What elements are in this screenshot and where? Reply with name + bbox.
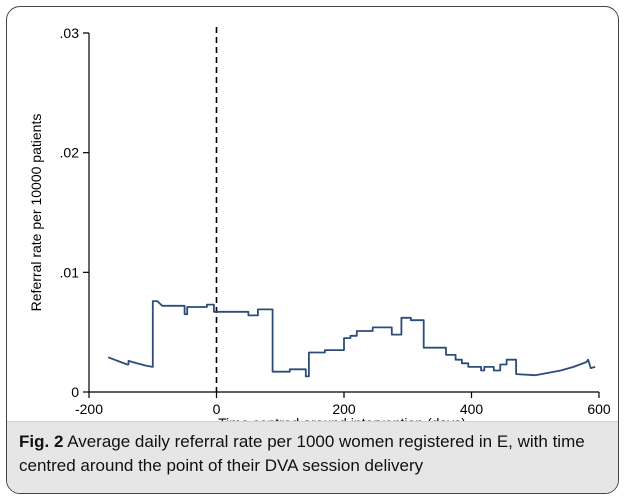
y-tick-label: .02 <box>60 145 80 161</box>
y-tick-label: .03 <box>60 25 80 41</box>
chart-marks <box>107 27 596 392</box>
x-tick-label: 600 <box>587 401 611 417</box>
x-tick-label: 200 <box>332 401 356 417</box>
figure-frame: 0.01.02.03 -200 0 200 400 600 Time centred aro… <box>6 6 619 494</box>
figure-caption: Fig. 2 Average daily referral rate per 1… <box>7 421 618 493</box>
x-tick-label: 0 <box>213 401 221 417</box>
caption-text: Average daily referral rate per 1000 wom… <box>19 432 585 475</box>
y-axis-title: Referral rate per 10000 patients <box>28 114 44 312</box>
y-tick-label: 0 <box>71 384 79 400</box>
series-line <box>107 300 596 378</box>
y-tick-label: .01 <box>60 264 80 280</box>
x-tick-label: 400 <box>460 401 484 417</box>
x-axis-title: Time centred around intervention (days) <box>218 415 466 423</box>
x-tick-label: -200 <box>75 401 103 417</box>
caption-label: Fig. 2 <box>19 432 64 451</box>
